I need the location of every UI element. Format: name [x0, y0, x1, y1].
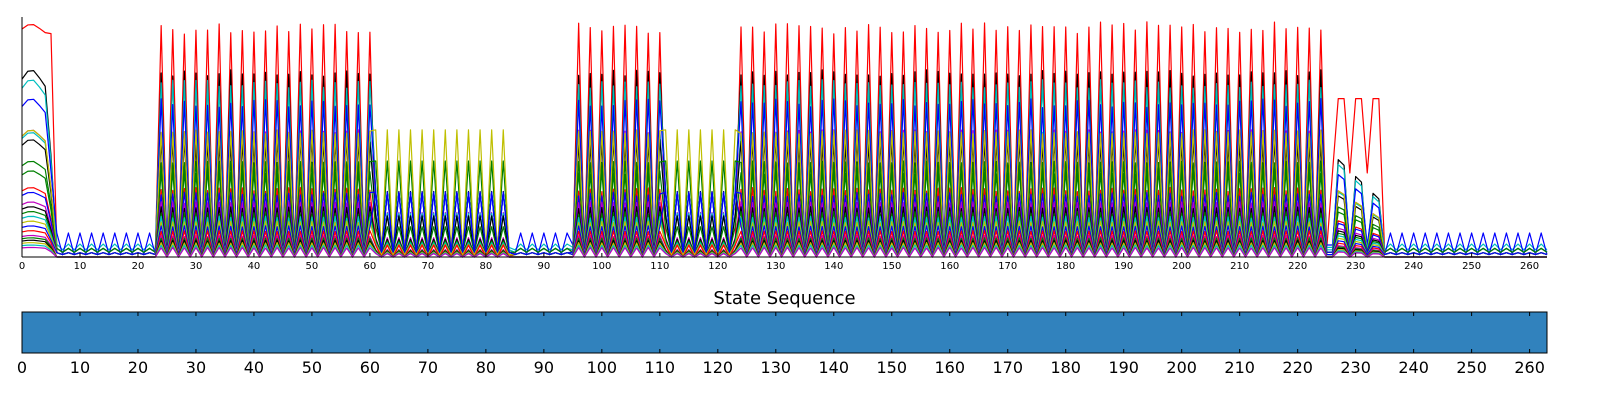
- top-x-tick-label: 60: [364, 261, 377, 272]
- top-x-tick-label: 130: [766, 261, 785, 272]
- state-x-tick-label: 30: [186, 358, 206, 377]
- state-x-tick-label: 210: [1224, 358, 1255, 377]
- top-x-tick-label: 90: [537, 261, 550, 272]
- top-x-tick-label: 120: [708, 261, 727, 272]
- state-sequence-chart: State Sequence 0 10 20 30 40 50 60 70 80 90 100 110…: [17, 288, 1548, 377]
- state-x-tick-label: 110: [645, 358, 676, 377]
- top-x-tick-label: 160: [940, 261, 959, 272]
- top-x-tick-label: 80: [480, 261, 493, 272]
- state-x-tick-label: 100: [587, 358, 618, 377]
- top-x-tick-label: 260: [1520, 261, 1539, 272]
- top-x-tick-label: 200: [1172, 261, 1191, 272]
- top-x-tick-label: 190: [1114, 261, 1133, 272]
- state-x-tick-label: 200: [1166, 358, 1197, 377]
- top-x-tick-label: 10: [74, 261, 87, 272]
- state-sequence-title: State Sequence: [713, 288, 855, 309]
- top-x-tick-label: 180: [1056, 261, 1075, 272]
- top-x-tick-label: 100: [592, 261, 611, 272]
- state-x-tick-label: 10: [70, 358, 90, 377]
- state-x-tick-label: 240: [1398, 358, 1429, 377]
- state-x-tick-label: 0: [17, 358, 27, 377]
- state-block-0: [22, 312, 1547, 353]
- state-x-tick-label: 170: [992, 358, 1023, 377]
- state-x-tick-label: 80: [476, 358, 496, 377]
- state-x-tick-label: 50: [302, 358, 322, 377]
- top-line-chart: 0 10 20 30 40 50 60 70 80 90 100 110 120 130 140 150 160…: [19, 17, 1548, 272]
- top-x-tick-label: 240: [1404, 261, 1423, 272]
- state-sequence-frame: [21, 311, 1548, 354]
- state-x-tick-label: 40: [244, 358, 264, 377]
- state-x-tick-label: 60: [360, 358, 380, 377]
- state-x-tick-label: 230: [1340, 358, 1371, 377]
- top-x-tick-label: 20: [132, 261, 145, 272]
- state-x-tick-label: 150: [876, 358, 907, 377]
- top-x-tick-label: 50: [306, 261, 319, 272]
- top-x-tick-label: 170: [998, 261, 1017, 272]
- series-line-24: [21, 246, 1547, 258]
- state-x-tick-label: 160: [934, 358, 965, 377]
- state-x-tick-label: 70: [418, 358, 438, 377]
- state-x-tick-label: 20: [128, 358, 148, 377]
- top-chart-x-ticks: 0 10 20 30 40 50 60 70 80 90 100 110 120 130 140 150 160…: [19, 253, 1539, 272]
- top-x-tick-label: 230: [1346, 261, 1365, 272]
- top-x-tick-label: 0: [19, 261, 25, 272]
- top-x-tick-label: 110: [650, 261, 669, 272]
- state-x-tick-label: 260: [1514, 358, 1545, 377]
- state-x-tick-label: 250: [1456, 358, 1487, 377]
- state-x-tick-label: 180: [1050, 358, 1081, 377]
- top-x-tick-label: 70: [422, 261, 435, 272]
- state-x-tick-label: 120: [703, 358, 734, 377]
- series-line-17: [21, 191, 1548, 256]
- state-x-tick-label: 190: [1108, 358, 1139, 377]
- state-sequence-x-ticks: 0 10 20 30 40 50 60 70 80 90 100 110 120 130 140 150 160…: [17, 312, 1545, 377]
- state-x-tick-label: 140: [819, 358, 850, 377]
- top-x-tick-label: 30: [190, 261, 203, 272]
- state-x-tick-label: 220: [1282, 358, 1313, 377]
- top-x-tick-label: 150: [882, 261, 901, 272]
- state-x-tick-label: 130: [761, 358, 792, 377]
- top-x-tick-label: 40: [248, 261, 261, 272]
- top-x-tick-label: 250: [1462, 261, 1481, 272]
- state-sequence-bars: [22, 312, 1547, 353]
- top-chart-series-group: [21, 21, 1548, 258]
- top-x-tick-label: 210: [1230, 261, 1249, 272]
- top-x-tick-label: 220: [1288, 261, 1307, 272]
- top-x-tick-label: 140: [824, 261, 843, 272]
- state-x-tick-label: 90: [534, 358, 554, 377]
